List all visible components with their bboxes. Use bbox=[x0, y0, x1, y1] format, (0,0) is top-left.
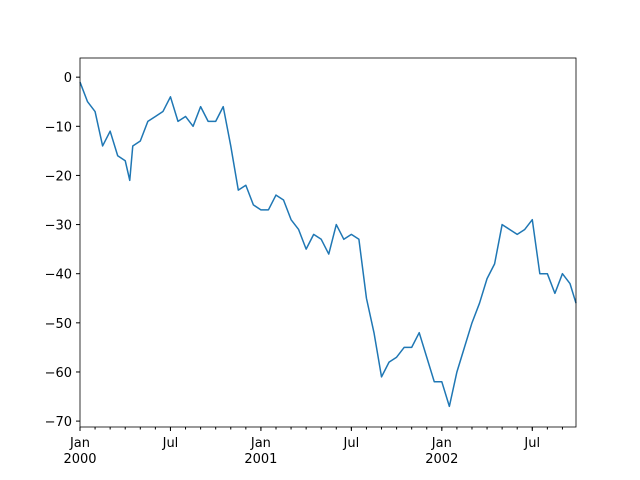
y-tick-label: −10 bbox=[45, 120, 72, 135]
y-tick-label: −50 bbox=[45, 317, 72, 332]
x-tick-label: Jul bbox=[162, 436, 179, 451]
y-tick-label: −30 bbox=[45, 219, 72, 234]
x-tick-label: Jan 2000 bbox=[63, 436, 96, 467]
axes-frame bbox=[79, 57, 577, 428]
line-series bbox=[79, 81, 577, 408]
y-tick-label: −60 bbox=[45, 366, 72, 381]
y-tick-label: −20 bbox=[45, 169, 72, 184]
x-tick-label: Jul bbox=[523, 436, 540, 451]
plot-area bbox=[80, 58, 576, 427]
y-tick-label: −40 bbox=[45, 268, 72, 283]
y-tick-label: 0 bbox=[64, 71, 72, 86]
x-tick-label: Jan 2002 bbox=[425, 436, 458, 467]
x-tick-label: Jan 2001 bbox=[244, 436, 277, 467]
x-tick-label: Jul bbox=[343, 436, 360, 451]
y-tick-label: −70 bbox=[45, 415, 72, 430]
